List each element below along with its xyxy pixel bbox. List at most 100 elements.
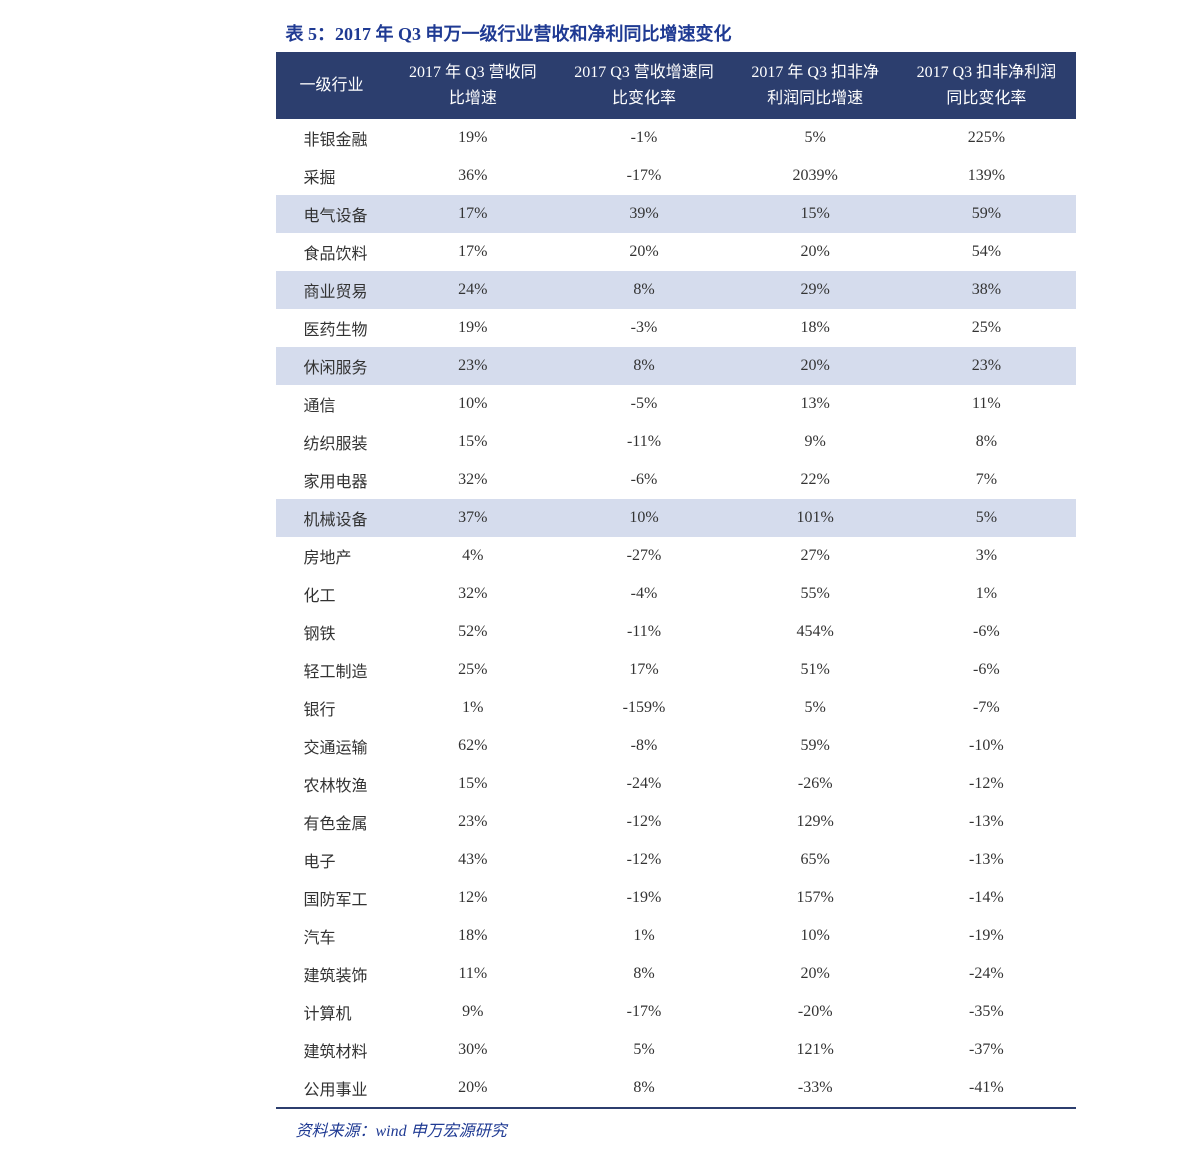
data-cell: 20%	[733, 955, 897, 993]
data-cell: 15%	[391, 423, 555, 461]
industry-name-cell: 通信	[276, 385, 391, 423]
data-cell: 157%	[733, 879, 897, 917]
industry-name-cell: 房地产	[276, 537, 391, 575]
data-cell: 101%	[733, 499, 897, 537]
data-cell: -3%	[555, 309, 733, 347]
data-cell: 23%	[391, 347, 555, 385]
industry-name-cell: 电子	[276, 841, 391, 879]
data-cell: 30%	[391, 1031, 555, 1069]
data-cell: 38%	[897, 271, 1075, 309]
industry-name-cell: 采掘	[276, 157, 391, 195]
data-cell: 5%	[733, 119, 897, 157]
table-row: 纺织服装15%-11%9%8%	[276, 423, 1076, 461]
data-cell: -27%	[555, 537, 733, 575]
industry-name-cell: 计算机	[276, 993, 391, 1031]
table-row: 建筑材料30%5%121%-37%	[276, 1031, 1076, 1069]
table-title: 表 5：2017 年 Q3 申万一级行业营收和净利同比增速变化	[276, 20, 1096, 46]
table-row: 采掘36%-17%2039%139%	[276, 157, 1076, 195]
data-cell: -11%	[555, 423, 733, 461]
data-cell: 25%	[897, 309, 1075, 347]
data-cell: 9%	[733, 423, 897, 461]
data-cell: 25%	[391, 651, 555, 689]
data-cell: 5%	[733, 689, 897, 727]
data-cell: 19%	[391, 309, 555, 347]
table-row: 交通运输62%-8%59%-10%	[276, 727, 1076, 765]
data-cell: -17%	[555, 993, 733, 1031]
data-cell: -35%	[897, 993, 1075, 1031]
data-cell: 12%	[391, 879, 555, 917]
table-row: 商业贸易24%8%29%38%	[276, 271, 1076, 309]
column-header-1: 2017 年 Q3 营收同比增速	[391, 52, 555, 119]
data-cell: 454%	[733, 613, 897, 651]
industry-name-cell: 医药生物	[276, 309, 391, 347]
data-cell: 10%	[733, 917, 897, 955]
data-cell: -6%	[897, 651, 1075, 689]
data-cell: 15%	[391, 765, 555, 803]
data-cell: -19%	[897, 917, 1075, 955]
industry-name-cell: 家用电器	[276, 461, 391, 499]
table-row: 钢铁52%-11%454%-6%	[276, 613, 1076, 651]
data-source: 资料来源：wind 申万宏源研究	[276, 1117, 1096, 1141]
data-cell: -14%	[897, 879, 1075, 917]
table-row: 电气设备17%39%15%59%	[276, 195, 1076, 233]
industry-name-cell: 建筑材料	[276, 1031, 391, 1069]
data-cell: -7%	[897, 689, 1075, 727]
data-cell: 3%	[897, 537, 1075, 575]
table-row: 农林牧渔15%-24%-26%-12%	[276, 765, 1076, 803]
table-row: 计算机9%-17%-20%-35%	[276, 993, 1076, 1031]
data-cell: 8%	[555, 271, 733, 309]
data-cell: -24%	[555, 765, 733, 803]
data-cell: 13%	[733, 385, 897, 423]
data-cell: -8%	[555, 727, 733, 765]
table-row: 医药生物19%-3%18%25%	[276, 309, 1076, 347]
industry-name-cell: 食品饮料	[276, 233, 391, 271]
industry-name-cell: 有色金属	[276, 803, 391, 841]
data-cell: 9%	[391, 993, 555, 1031]
table-row: 汽车18%1%10%-19%	[276, 917, 1076, 955]
industry-name-cell: 银行	[276, 689, 391, 727]
data-cell: 1%	[555, 917, 733, 955]
industry-name-cell: 钢铁	[276, 613, 391, 651]
data-cell: 59%	[897, 195, 1075, 233]
data-cell: -24%	[897, 955, 1075, 993]
industry-name-cell: 交通运输	[276, 727, 391, 765]
data-cell: 32%	[391, 575, 555, 613]
data-cell: -4%	[555, 575, 733, 613]
table-row: 房地产4%-27%27%3%	[276, 537, 1076, 575]
industry-name-cell: 汽车	[276, 917, 391, 955]
data-cell: 225%	[897, 119, 1075, 157]
table-row: 国防军工12%-19%157%-14%	[276, 879, 1076, 917]
industry-name-cell: 纺织服装	[276, 423, 391, 461]
data-cell: -6%	[555, 461, 733, 499]
table-row: 休闲服务23%8%20%23%	[276, 347, 1076, 385]
data-cell: -19%	[555, 879, 733, 917]
table-container: 表 5：2017 年 Q3 申万一级行业营收和净利同比增速变化 一级行业2017…	[96, 20, 1096, 1141]
table-header: 一级行业2017 年 Q3 营收同比增速2017 Q3 营收增速同比变化率201…	[276, 52, 1076, 119]
table-row: 机械设备37%10%101%5%	[276, 499, 1076, 537]
data-cell: 17%	[391, 233, 555, 271]
industry-name-cell: 国防军工	[276, 879, 391, 917]
industry-name-cell: 轻工制造	[276, 651, 391, 689]
data-cell: 8%	[555, 347, 733, 385]
data-cell: -159%	[555, 689, 733, 727]
column-header-0: 一级行业	[276, 52, 391, 119]
data-cell: -20%	[733, 993, 897, 1031]
industry-name-cell: 机械设备	[276, 499, 391, 537]
data-cell: -12%	[897, 765, 1075, 803]
industry-name-cell: 农林牧渔	[276, 765, 391, 803]
data-cell: 20%	[733, 233, 897, 271]
industry-name-cell: 电气设备	[276, 195, 391, 233]
data-cell: 129%	[733, 803, 897, 841]
data-cell: 62%	[391, 727, 555, 765]
table-row: 非银金融19%-1%5%225%	[276, 119, 1076, 157]
data-cell: 19%	[391, 119, 555, 157]
data-cell: 11%	[897, 385, 1075, 423]
data-cell: 8%	[897, 423, 1075, 461]
data-cell: 15%	[733, 195, 897, 233]
data-cell: 8%	[555, 1069, 733, 1108]
data-cell: -17%	[555, 157, 733, 195]
data-cell: 7%	[897, 461, 1075, 499]
column-header-2: 2017 Q3 营收增速同比变化率	[555, 52, 733, 119]
data-cell: -12%	[555, 841, 733, 879]
industry-name-cell: 休闲服务	[276, 347, 391, 385]
